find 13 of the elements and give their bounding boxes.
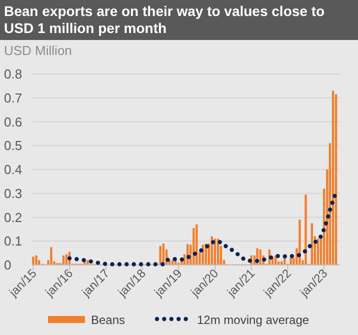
- y-tick-label: 0.6: [4, 114, 22, 130]
- y-tick-label: 0.4: [4, 162, 22, 177]
- y-tick-label: 0.1: [4, 234, 22, 249]
- y-tick-label: 0.3: [4, 186, 22, 201]
- y-tick-label: 0: [4, 258, 12, 272]
- y-tick-label: 0.8: [4, 66, 22, 82]
- y-tick-label: 0.7: [4, 90, 22, 106]
- legend-label: 12m moving average: [197, 313, 310, 327]
- y-axis-title: USD Million: [4, 43, 72, 58]
- y-tick-label: 0.5: [4, 138, 22, 154]
- chart-title: Bean exports are on their way to values close to USD 1 million per month: [4, 3, 325, 36]
- y-tick-label: 0.2: [4, 210, 22, 225]
- legend-label: Beans: [91, 313, 126, 327]
